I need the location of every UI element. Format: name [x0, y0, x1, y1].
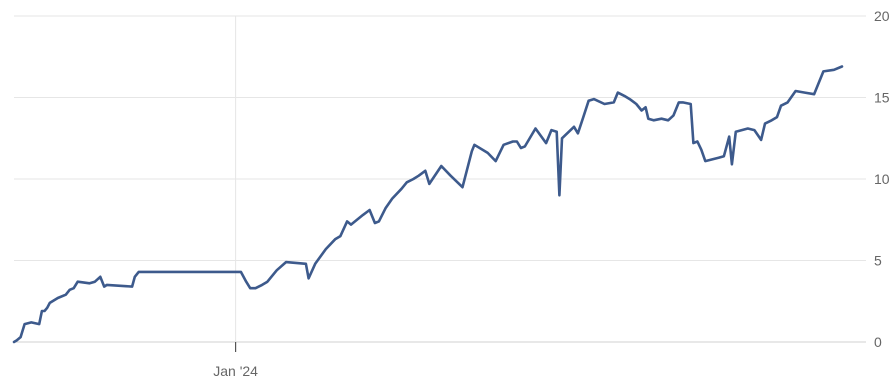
y-tick-label: 10: [874, 171, 890, 187]
series-line: [12, 65, 844, 344]
x-tick-label: Jan '24: [213, 363, 258, 379]
y-tick-label: 0: [874, 334, 882, 350]
y-tick-label: 15: [874, 90, 890, 106]
y-tick-label: 5: [874, 253, 882, 269]
y-tick-label: 20: [874, 8, 890, 24]
